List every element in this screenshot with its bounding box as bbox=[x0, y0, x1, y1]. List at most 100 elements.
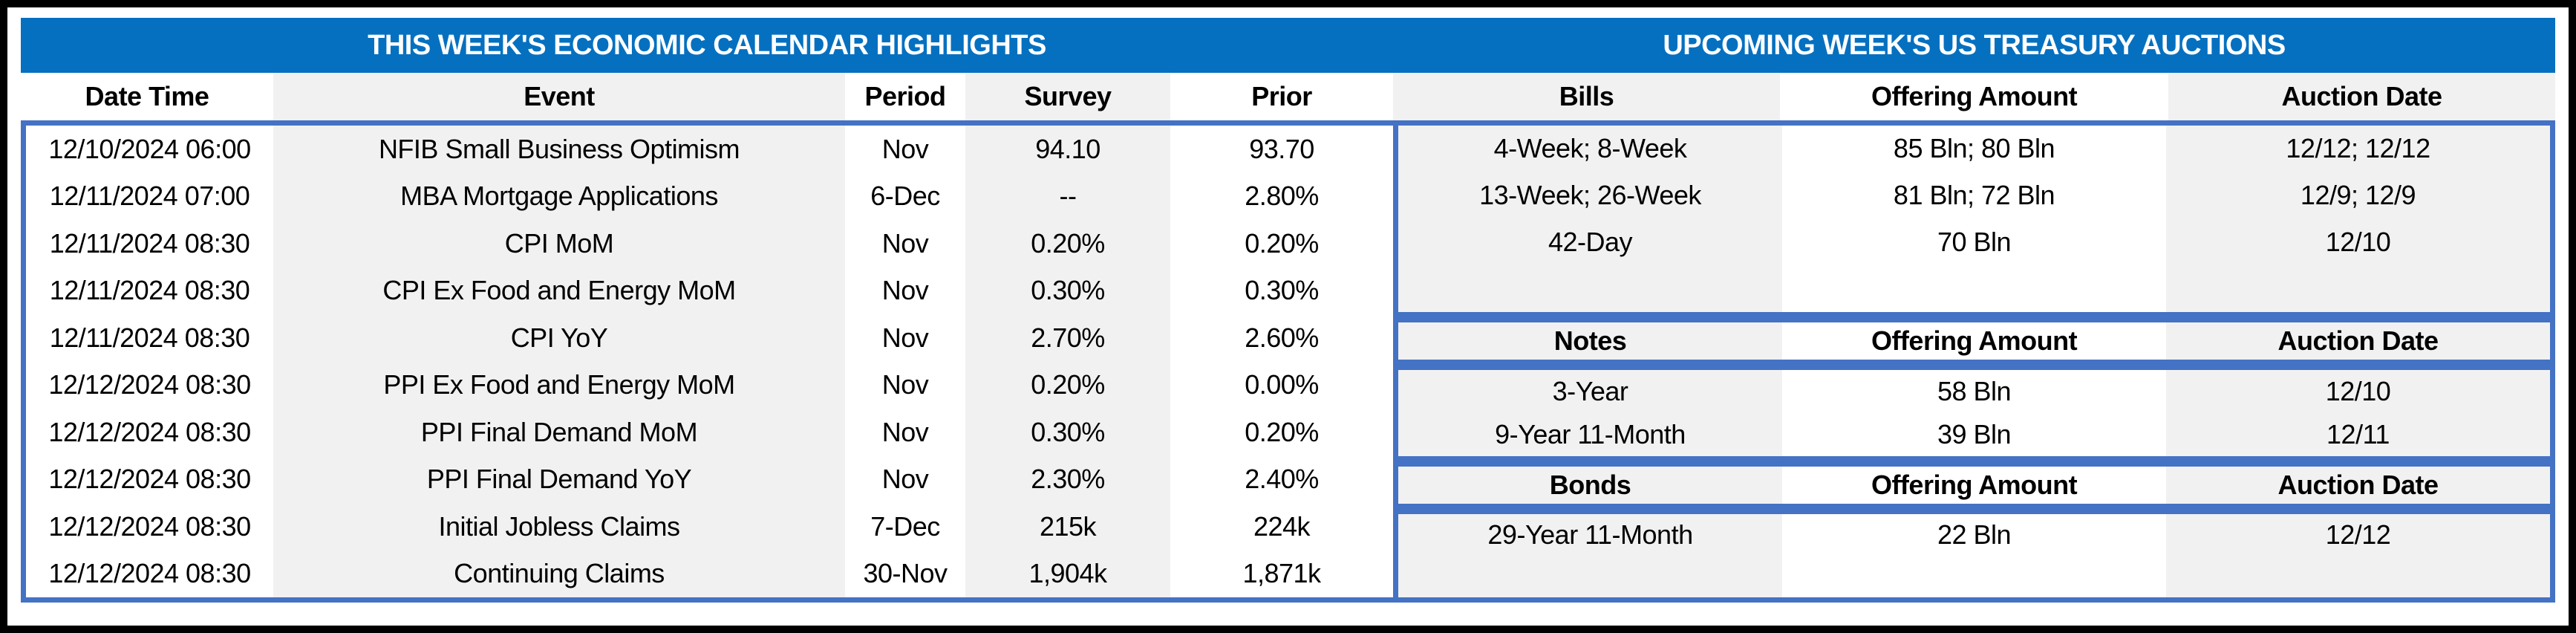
auction-row: 3-Year 58 Bln 12/10 bbox=[1398, 370, 2550, 413]
auction-cell-date: 12/9; 12/9 bbox=[2166, 172, 2550, 219]
auction-row: 29-Year 11-Month 22 Bln 12/12 bbox=[1398, 514, 2550, 556]
auction-cell-offering: 85 Bln; 80 Bln bbox=[1782, 126, 2166, 172]
calendar-cell-period: Nov bbox=[845, 267, 965, 314]
auction-cell-security: 13-Week; 26-Week bbox=[1398, 172, 1782, 219]
section-header-bonds: Bonds bbox=[1398, 467, 1782, 504]
bonds-header-row: Bonds Offering Amount Auction Date bbox=[1393, 461, 2555, 509]
auction-cell-offering: 81 Bln; 72 Bln bbox=[1782, 172, 2166, 219]
calendar-cell-survey: 0.30% bbox=[965, 267, 1170, 314]
calendar-cell-survey: 0.20% bbox=[965, 220, 1170, 267]
section-header-offering-amount: Offering Amount bbox=[1782, 467, 2166, 504]
calendar-cell-period: Nov bbox=[845, 314, 965, 362]
notes-header-row: Notes Offering Amount Auction Date bbox=[1393, 317, 2555, 365]
calendar-row: 12/12/2024 08:30 PPI Final Demand MoM No… bbox=[26, 409, 1393, 456]
calendar-cell-survey: 0.20% bbox=[965, 361, 1170, 409]
auction-cell-offering: 58 Bln bbox=[1782, 370, 2166, 413]
calendar-cell-survey: 2.30% bbox=[965, 455, 1170, 503]
calendar-cell-event: NFIB Small Business Optimism bbox=[273, 126, 845, 173]
calendar-cell-event: PPI Final Demand MoM bbox=[273, 409, 845, 456]
calendar-cell-period: Nov bbox=[845, 220, 965, 267]
auction-cell-security: 42-Day bbox=[1398, 218, 1782, 266]
calendar-cell-datetime: 12/11/2024 08:30 bbox=[26, 267, 273, 314]
col-header-date-time: Date Time bbox=[21, 73, 273, 120]
empty-cell bbox=[2166, 265, 2550, 312]
calendar-cell-prior: 1,871k bbox=[1170, 550, 1393, 597]
auction-cell-security: 4-Week; 8-Week bbox=[1398, 126, 1782, 172]
auction-cell-date: 12/12 bbox=[2166, 514, 2550, 556]
calendar-cell-datetime: 12/12/2024 08:30 bbox=[26, 503, 273, 551]
calendar-cell-event: Continuing Claims bbox=[273, 550, 845, 597]
calendar-cell-prior: 2.60% bbox=[1170, 314, 1393, 362]
section-header-auction-date: Auction Date bbox=[2166, 322, 2550, 360]
calendar-row: 12/10/2024 06:00 NFIB Small Business Opt… bbox=[26, 126, 1393, 173]
empty-cell bbox=[2166, 556, 2550, 597]
calendar-cell-survey: 1,904k bbox=[965, 550, 1170, 597]
column-header-row: Date Time Event Period Survey Prior Bill… bbox=[21, 73, 2555, 120]
calendar-cell-period: Nov bbox=[845, 409, 965, 456]
calendar-cell-datetime: 12/11/2024 08:30 bbox=[26, 314, 273, 362]
empty-cell bbox=[1398, 556, 1782, 597]
calendar-row: 12/11/2024 08:30 CPI Ex Food and Energy … bbox=[26, 267, 1393, 314]
calendar-cell-period: Nov bbox=[845, 126, 965, 173]
calendar-cell-event: MBA Mortgage Applications bbox=[273, 172, 845, 220]
calendar-cell-datetime: 12/11/2024 08:30 bbox=[26, 220, 273, 267]
calendar-cell-event: PPI Ex Food and Energy MoM bbox=[273, 361, 845, 409]
calendar-cell-period: 30-Nov bbox=[845, 550, 965, 597]
auction-cell-security: 29-Year 11-Month bbox=[1398, 514, 1782, 556]
col-header-offering-amount: Offering Amount bbox=[1780, 73, 2168, 120]
auction-row: 13-Week; 26-Week 81 Bln; 72 Bln 12/9; 12… bbox=[1398, 172, 2550, 219]
empty-cell bbox=[1782, 265, 2166, 312]
calendar-cell-prior: 2.40% bbox=[1170, 455, 1393, 503]
calendar-cell-datetime: 12/12/2024 08:30 bbox=[26, 409, 273, 456]
calendar-cell-event: CPI MoM bbox=[273, 220, 845, 267]
auction-cell-date: 12/10 bbox=[2166, 370, 2550, 413]
auction-cell-date: 12/12; 12/12 bbox=[2166, 126, 2550, 172]
col-header-event: Event bbox=[273, 73, 845, 120]
section-header-auction-date: Auction Date bbox=[2166, 467, 2550, 504]
economic-calendar-table: 12/10/2024 06:00 NFIB Small Business Opt… bbox=[21, 120, 1393, 603]
col-header-survey: Survey bbox=[965, 73, 1170, 120]
calendar-row: 12/12/2024 08:30 PPI Final Demand YoY No… bbox=[26, 455, 1393, 503]
auction-row: 4-Week; 8-Week 85 Bln; 80 Bln 12/12; 12/… bbox=[1398, 126, 2550, 172]
treasury-auctions-title: UPCOMING WEEK'S US TREASURY AUCTIONS bbox=[1663, 29, 2286, 61]
calendar-cell-prior: 2.80% bbox=[1170, 172, 1393, 220]
calendar-cell-event: CPI Ex Food and Energy MoM bbox=[273, 267, 845, 314]
title-band: THIS WEEK'S ECONOMIC CALENDAR HIGHLIGHTS… bbox=[21, 18, 2555, 73]
empty-cell bbox=[1782, 556, 2166, 597]
calendar-cell-period: Nov bbox=[845, 361, 965, 409]
calendar-row: 12/12/2024 08:30 Continuing Claims 30-No… bbox=[26, 550, 1393, 597]
calendar-cell-datetime: 12/12/2024 08:30 bbox=[26, 550, 273, 597]
section-header-row: Bonds Offering Amount Auction Date bbox=[1398, 467, 2550, 504]
col-header-prior: Prior bbox=[1170, 73, 1393, 120]
auction-row: 42-Day 70 Bln 12/10 bbox=[1398, 218, 2550, 266]
auction-cell-offering: 70 Bln bbox=[1782, 218, 2166, 266]
economic-calendar-title: THIS WEEK'S ECONOMIC CALENDAR HIGHLIGHTS bbox=[368, 29, 1046, 61]
calendar-row: 12/12/2024 08:30 PPI Ex Food and Energy … bbox=[26, 361, 1393, 409]
calendar-cell-period: 6-Dec bbox=[845, 172, 965, 220]
auction-cell-date: 12/11 bbox=[2166, 413, 2550, 456]
calendar-cell-prior: 224k bbox=[1170, 503, 1393, 551]
tables-body: 12/10/2024 06:00 NFIB Small Business Opt… bbox=[21, 120, 2555, 603]
col-header-auction-date: Auction Date bbox=[2168, 73, 2555, 120]
auction-cell-security: 9-Year 11-Month bbox=[1398, 413, 1782, 456]
bonds-section: 29-Year 11-Month 22 Bln 12/12 bbox=[1393, 509, 2555, 603]
calendar-cell-prior: 0.30% bbox=[1170, 267, 1393, 314]
section-header-row: Notes Offering Amount Auction Date bbox=[1398, 322, 2550, 360]
calendar-cell-survey: 2.70% bbox=[965, 314, 1170, 362]
section-header-notes: Notes bbox=[1398, 322, 1782, 360]
notes-section: 3-Year 58 Bln 12/10 9-Year 11-Month 39 B… bbox=[1393, 365, 2555, 461]
calendar-cell-event: CPI YoY bbox=[273, 314, 845, 362]
col-header-period: Period bbox=[845, 73, 965, 120]
calendar-cell-datetime: 12/12/2024 08:30 bbox=[26, 455, 273, 503]
treasury-auctions-panel: 4-Week; 8-Week 85 Bln; 80 Bln 12/12; 12/… bbox=[1393, 120, 2555, 603]
calendar-cell-prior: 0.20% bbox=[1170, 220, 1393, 267]
col-header-bills: Bills bbox=[1393, 73, 1780, 120]
calendar-row: 12/12/2024 08:30 Initial Jobless Claims … bbox=[26, 503, 1393, 551]
auction-row-empty bbox=[1398, 265, 2550, 312]
calendar-cell-prior: 0.20% bbox=[1170, 409, 1393, 456]
calendar-cell-datetime: 12/10/2024 06:00 bbox=[26, 126, 273, 173]
calendar-cell-survey: 215k bbox=[965, 503, 1170, 551]
calendar-cell-survey: 0.30% bbox=[965, 409, 1170, 456]
calendar-cell-prior: 93.70 bbox=[1170, 126, 1393, 173]
